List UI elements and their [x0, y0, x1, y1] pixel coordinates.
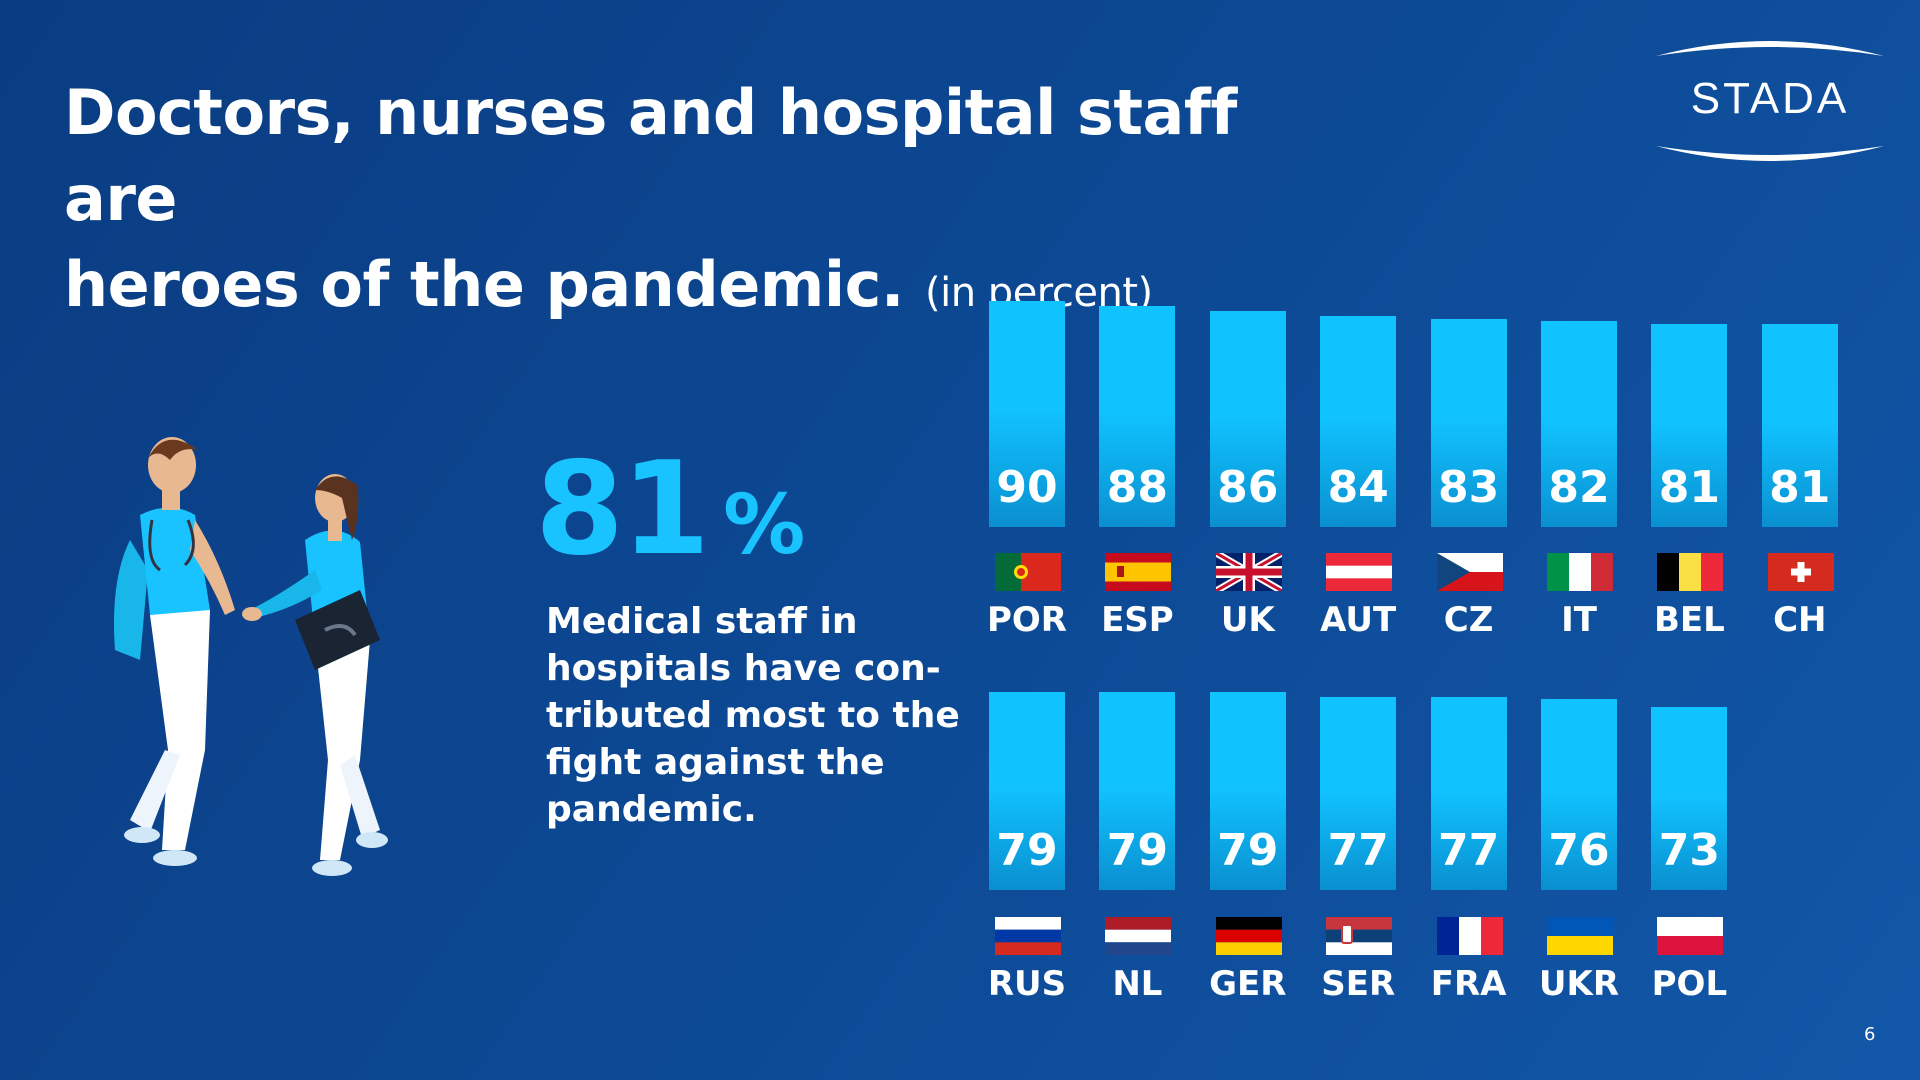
bar-value-label: 79	[1106, 825, 1168, 876]
flag-serbia-icon	[1326, 917, 1393, 955]
flag-france-icon	[1436, 917, 1503, 955]
flag-germany-icon	[1215, 917, 1282, 955]
logo-text: STADA	[1690, 74, 1850, 123]
category-label: ESP	[1101, 600, 1174, 640]
flag-netherlands-icon	[1105, 917, 1172, 955]
bar-esp	[1099, 306, 1176, 527]
title-line-2: heroes of the pandemic. (in percent)	[64, 242, 1364, 336]
stada-logo: STADA	[1650, 32, 1890, 172]
bar-value-label: 79	[1217, 825, 1279, 876]
flag-belgium-icon	[1657, 553, 1724, 591]
bar-value-label: 84	[1327, 462, 1389, 513]
bar-value-label: 83	[1437, 462, 1500, 513]
headline-statement: Medical staff in hospitals have con-trib…	[546, 601, 960, 830]
flag-ukraine-icon	[1547, 917, 1613, 955]
logo-swoosh-icon	[1656, 41, 1884, 161]
bar-value-label: 81	[1769, 462, 1831, 513]
bar-cz	[1430, 318, 1507, 527]
flag-uk-icon	[1215, 553, 1282, 591]
category-label: UK	[1220, 600, 1275, 640]
bar-value-label: 77	[1327, 825, 1389, 876]
category-label: CZ	[1443, 600, 1494, 640]
category-label: GER	[1209, 964, 1287, 1004]
bar-value-label: 90	[996, 462, 1058, 513]
female-doctor-figure	[242, 474, 388, 876]
bar-ukr	[1541, 699, 1617, 890]
medical-staff-illustration	[114, 437, 388, 876]
bar-bel	[1651, 323, 1728, 527]
page-number: 6	[1864, 1024, 1876, 1045]
flag-russia-icon	[995, 917, 1061, 955]
page-title: Doctors, nurses and hospital staff are h…	[64, 70, 1364, 336]
category-label: AUT	[1320, 600, 1397, 640]
bar-it	[1541, 321, 1617, 527]
bar-ser	[1320, 696, 1397, 890]
category-label: SER	[1321, 964, 1396, 1004]
headline-value: 81	[535, 435, 710, 584]
bar-value-label: 79	[996, 825, 1058, 876]
title-main-text: heroes of the pandemic.	[64, 248, 904, 321]
bar-value-label: 73	[1658, 825, 1720, 876]
category-label: IT	[1561, 600, 1597, 640]
bar-value-label: 82	[1548, 462, 1610, 513]
bar-ch	[1761, 323, 1838, 527]
flag-spain-icon	[1105, 553, 1172, 591]
headline-percent-sign: %	[723, 478, 806, 573]
bar-uk	[1209, 311, 1286, 527]
bar-rus	[989, 691, 1065, 890]
category-label: RUS	[987, 964, 1067, 1004]
flag-italy-icon	[1547, 553, 1613, 591]
category-label: CH	[1773, 600, 1827, 640]
title-line-1: Doctors, nurses and hospital staff are	[64, 76, 1237, 235]
category-label: FRA	[1430, 964, 1507, 1004]
flag-portugal-icon	[995, 553, 1061, 591]
bar-value-label: 88	[1106, 462, 1168, 513]
flag-poland-icon	[1657, 917, 1724, 955]
headline-percentage: 81%	[535, 445, 805, 591]
category-label: UKR	[1538, 964, 1620, 1004]
male-doctor-figure	[114, 437, 235, 866]
bar-aut	[1320, 316, 1397, 527]
flag-czech-icon	[1436, 553, 1503, 591]
bar-value-label: 76	[1548, 825, 1610, 876]
bar-por	[989, 301, 1065, 527]
category-label: POL	[1651, 964, 1728, 1004]
bar-fra	[1430, 696, 1507, 890]
flag-austria-icon	[1326, 553, 1393, 591]
bar-nl	[1099, 691, 1176, 890]
category-label: NL	[1112, 964, 1163, 1004]
category-label: POR	[986, 600, 1067, 640]
bar-value-label: 86	[1217, 462, 1279, 513]
bar-ger	[1209, 691, 1286, 890]
bar-pol	[1651, 706, 1728, 890]
category-label: BEL	[1653, 600, 1725, 640]
flag-switzerland-icon	[1767, 553, 1834, 591]
bar-value-label: 77	[1437, 825, 1500, 876]
bar-value-label: 81	[1658, 462, 1720, 513]
